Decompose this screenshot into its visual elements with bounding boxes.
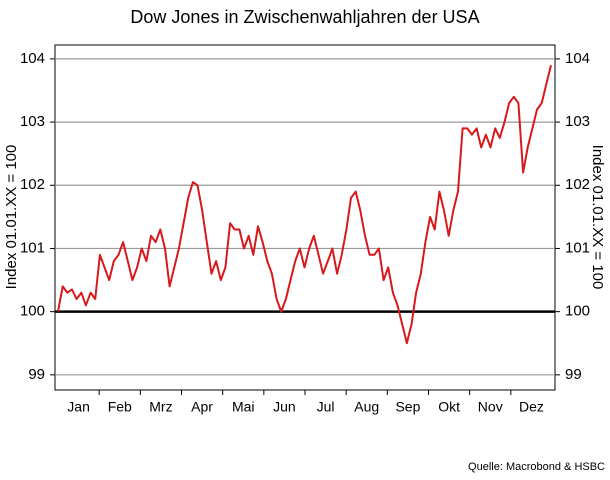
y-tick-label: 102 xyxy=(20,176,45,193)
y-tick-label: 103 xyxy=(20,113,45,130)
x-tick-label: Jul xyxy=(317,399,335,415)
x-tick-label: Mai xyxy=(232,399,255,415)
x-tick-label: Aug xyxy=(354,399,379,415)
y2-tick-label: 102 xyxy=(565,176,590,193)
plot-frame xyxy=(54,44,556,391)
source-note: Quelle: Macrobond & HSBC xyxy=(468,461,605,473)
x-tick-label: Nov xyxy=(478,399,503,415)
y2-tick-label: 99 xyxy=(565,366,582,383)
x-tick-label: Feb xyxy=(108,399,132,415)
x-tick-label: Jun xyxy=(273,399,296,415)
y-tick-label: 100 xyxy=(20,303,45,320)
y-tick-label: 104 xyxy=(20,50,45,67)
x-tick-label: Jan xyxy=(67,399,90,415)
y2-tick-label: 101 xyxy=(565,239,590,256)
y2-tick-label: 103 xyxy=(565,113,590,130)
x-tick-label: Okt xyxy=(438,399,460,415)
y-tick-label: 101 xyxy=(20,239,45,256)
y2-tick-label: 100 xyxy=(565,303,590,320)
x-tick-label: Sep xyxy=(395,399,420,415)
y2-tick-label: 104 xyxy=(565,50,590,67)
x-tick-label: Dez xyxy=(519,399,544,415)
y-tick-label: 99 xyxy=(28,366,45,383)
y2-axis-label: Index 01.01.XX = 100 xyxy=(589,145,606,290)
x-tick-label: Mrz xyxy=(149,399,172,415)
y-axis-label: Index 01.01.XX = 100 xyxy=(3,145,20,290)
chart-title: Dow Jones in Zwischenwahljahren der USA xyxy=(130,7,479,27)
data-line xyxy=(57,64,552,345)
x-tick-label: Apr xyxy=(191,399,213,415)
